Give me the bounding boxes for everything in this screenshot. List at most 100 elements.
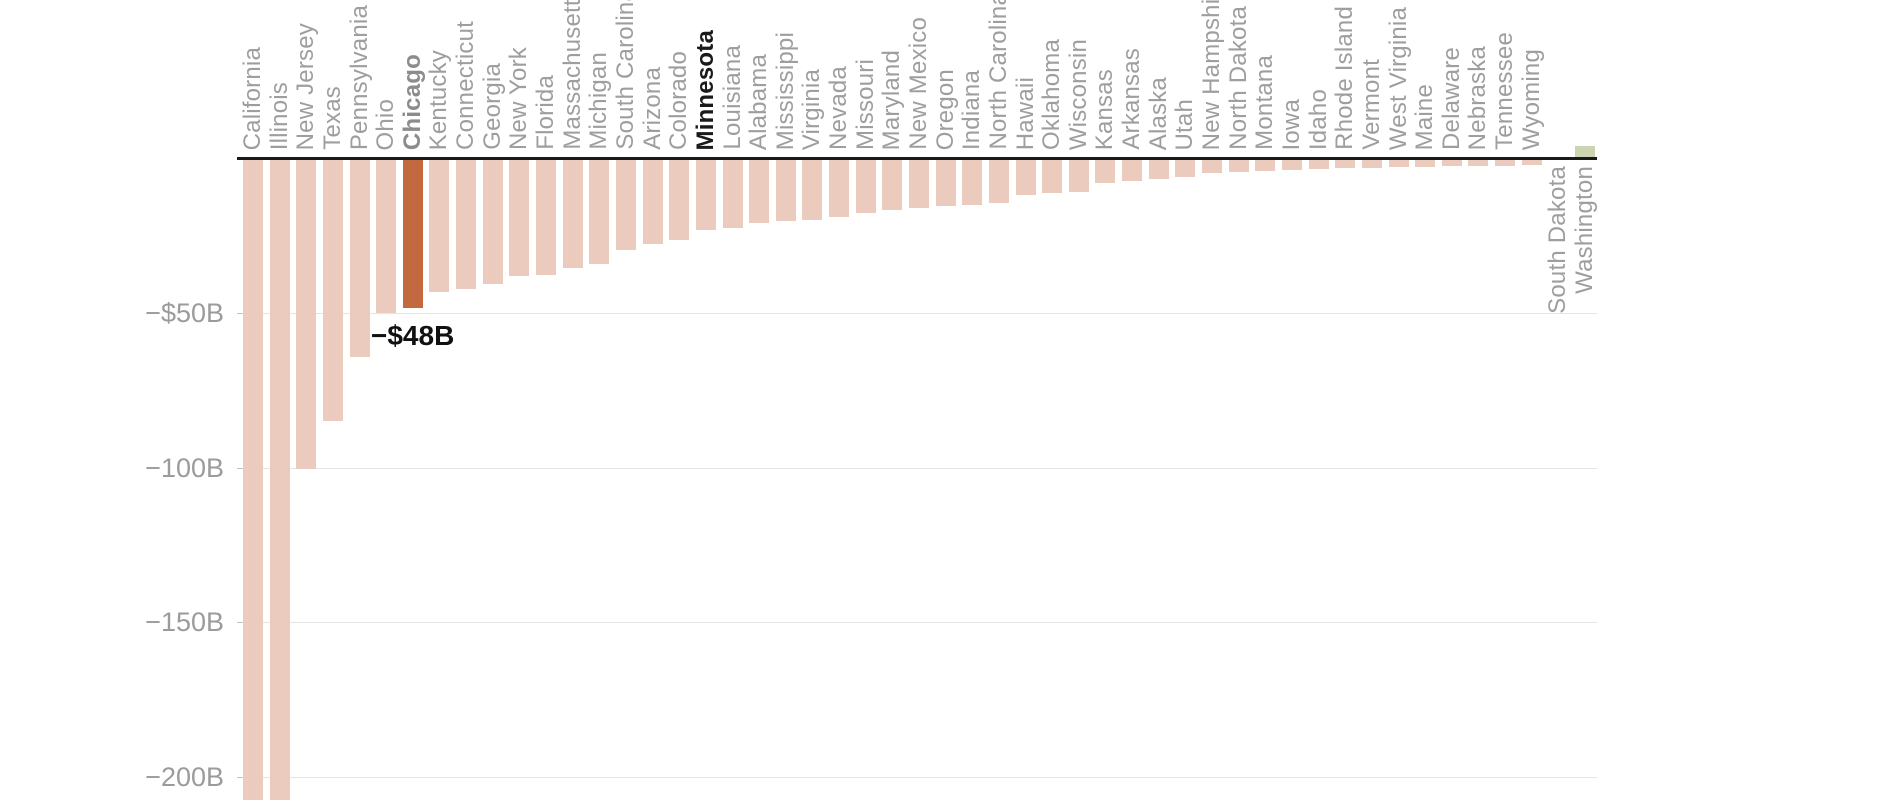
bar[interactable] xyxy=(962,160,982,205)
x-axis-label: Massachusetts xyxy=(559,0,586,150)
bar[interactable] xyxy=(429,160,449,292)
bar[interactable] xyxy=(296,160,316,469)
y-axis-tick-label: −100B xyxy=(145,453,224,483)
y-axis-tick-label: −150B xyxy=(145,607,224,637)
x-axis-label: Hawaii xyxy=(1012,76,1039,150)
bar[interactable] xyxy=(1495,160,1515,166)
x-axis-label: Maryland xyxy=(878,49,905,150)
bar[interactable] xyxy=(696,160,716,230)
x-axis-label: Maine xyxy=(1411,83,1438,150)
bar[interactable] xyxy=(270,160,290,800)
bar[interactable] xyxy=(1069,160,1089,192)
x-axis-label: Tennessee xyxy=(1491,32,1518,150)
bar[interactable] xyxy=(616,160,636,250)
y-axis-tick-label: −$50B xyxy=(145,298,224,328)
x-axis-label: California xyxy=(239,46,266,150)
x-axis-label: Iowa xyxy=(1278,98,1305,151)
bar[interactable] xyxy=(1149,160,1169,179)
y-axis-tick-label: −200B xyxy=(145,762,224,792)
axis-tick xyxy=(237,313,247,314)
x-axis-label: Delaware xyxy=(1438,47,1465,150)
bar[interactable] xyxy=(856,160,876,213)
bar[interactable] xyxy=(1335,160,1355,168)
bar[interactable] xyxy=(669,160,689,240)
x-axis-label: North Dakota xyxy=(1225,6,1252,150)
bar[interactable] xyxy=(589,160,609,264)
x-axis-label: Wisconsin xyxy=(1065,38,1092,150)
bar[interactable] xyxy=(882,160,902,210)
bar[interactable] xyxy=(483,160,503,284)
x-axis-label: New York xyxy=(505,47,532,150)
bar[interactable] xyxy=(1202,160,1222,173)
x-axis-label: Florida xyxy=(532,75,559,150)
bar[interactable] xyxy=(509,160,529,276)
x-axis-label: Mississippi xyxy=(772,31,799,150)
bar[interactable] xyxy=(989,160,1009,203)
chicago-value-annotation: −$48B xyxy=(371,320,455,351)
axis-tick xyxy=(237,622,247,623)
x-axis-label: West Virginia xyxy=(1385,6,1412,150)
bar[interactable] xyxy=(1229,160,1249,172)
bar[interactable] xyxy=(350,160,370,357)
bar[interactable] xyxy=(1389,160,1409,167)
x-axis-label: Oregon xyxy=(932,68,959,150)
x-axis-label: Idaho xyxy=(1305,88,1332,150)
bar[interactable] xyxy=(243,160,263,800)
gridline xyxy=(237,313,1597,314)
bar[interactable] xyxy=(909,160,929,208)
bar[interactable] xyxy=(1175,160,1195,177)
bar[interactable] xyxy=(1415,160,1435,167)
bar[interactable] xyxy=(1282,160,1302,170)
axis-tick xyxy=(237,777,247,778)
bar[interactable] xyxy=(456,160,476,289)
x-axis-label: Colorado xyxy=(665,51,692,150)
x-axis-label: Montana xyxy=(1251,55,1278,150)
zero-baseline-axis xyxy=(237,157,1597,160)
bar[interactable] xyxy=(1309,160,1329,169)
bar[interactable] xyxy=(376,160,396,313)
gridline xyxy=(237,777,1597,778)
axis-tick xyxy=(237,468,247,469)
x-axis-label: South Carolina xyxy=(612,0,639,150)
bar[interactable] xyxy=(936,160,956,206)
x-axis-label: Oklahoma xyxy=(1038,39,1065,150)
bar[interactable] xyxy=(1016,160,1036,195)
bar[interactable] xyxy=(776,160,796,221)
x-axis-label: South Dakota xyxy=(1544,166,1571,314)
x-axis-label: Washington xyxy=(1571,166,1598,294)
bar[interactable] xyxy=(643,160,663,244)
bar[interactable] xyxy=(323,160,343,421)
bar[interactable] xyxy=(749,160,769,223)
x-axis-label: Alabama xyxy=(745,53,772,150)
x-axis-label: Texas xyxy=(319,86,346,150)
x-axis-label: Pennsylvania xyxy=(346,4,373,150)
bar[interactable] xyxy=(829,160,849,217)
x-axis-label: Nevada xyxy=(825,66,852,150)
x-axis-label: Wyoming xyxy=(1518,48,1545,150)
x-axis-label: Chicago xyxy=(399,53,426,150)
x-axis-label: New Jersey xyxy=(292,22,319,150)
bar[interactable] xyxy=(563,160,583,268)
bar[interactable] xyxy=(1575,146,1595,157)
x-axis-label: Alaska xyxy=(1145,76,1172,150)
bar[interactable] xyxy=(1255,160,1275,171)
bar[interactable] xyxy=(802,160,822,220)
bar[interactable] xyxy=(1522,160,1542,165)
bar-highlight-chicago[interactable] xyxy=(403,160,423,308)
x-axis-label: Ohio xyxy=(372,98,399,151)
bar[interactable] xyxy=(1362,160,1382,168)
bar[interactable] xyxy=(536,160,556,275)
bar[interactable] xyxy=(1442,160,1462,166)
x-axis-label: Vermont xyxy=(1358,59,1385,150)
bar[interactable] xyxy=(1095,160,1115,183)
x-axis-label: Arkansas xyxy=(1118,48,1145,150)
bar[interactable] xyxy=(723,160,743,228)
bar[interactable] xyxy=(1042,160,1062,193)
bar[interactable] xyxy=(1468,160,1488,166)
x-axis-label: Minnesota xyxy=(692,29,719,150)
x-axis-label: Kansas xyxy=(1091,68,1118,150)
x-axis-label: Utah xyxy=(1171,98,1198,151)
bar[interactable] xyxy=(1122,160,1142,181)
x-axis-label: New Mexico xyxy=(905,17,932,150)
